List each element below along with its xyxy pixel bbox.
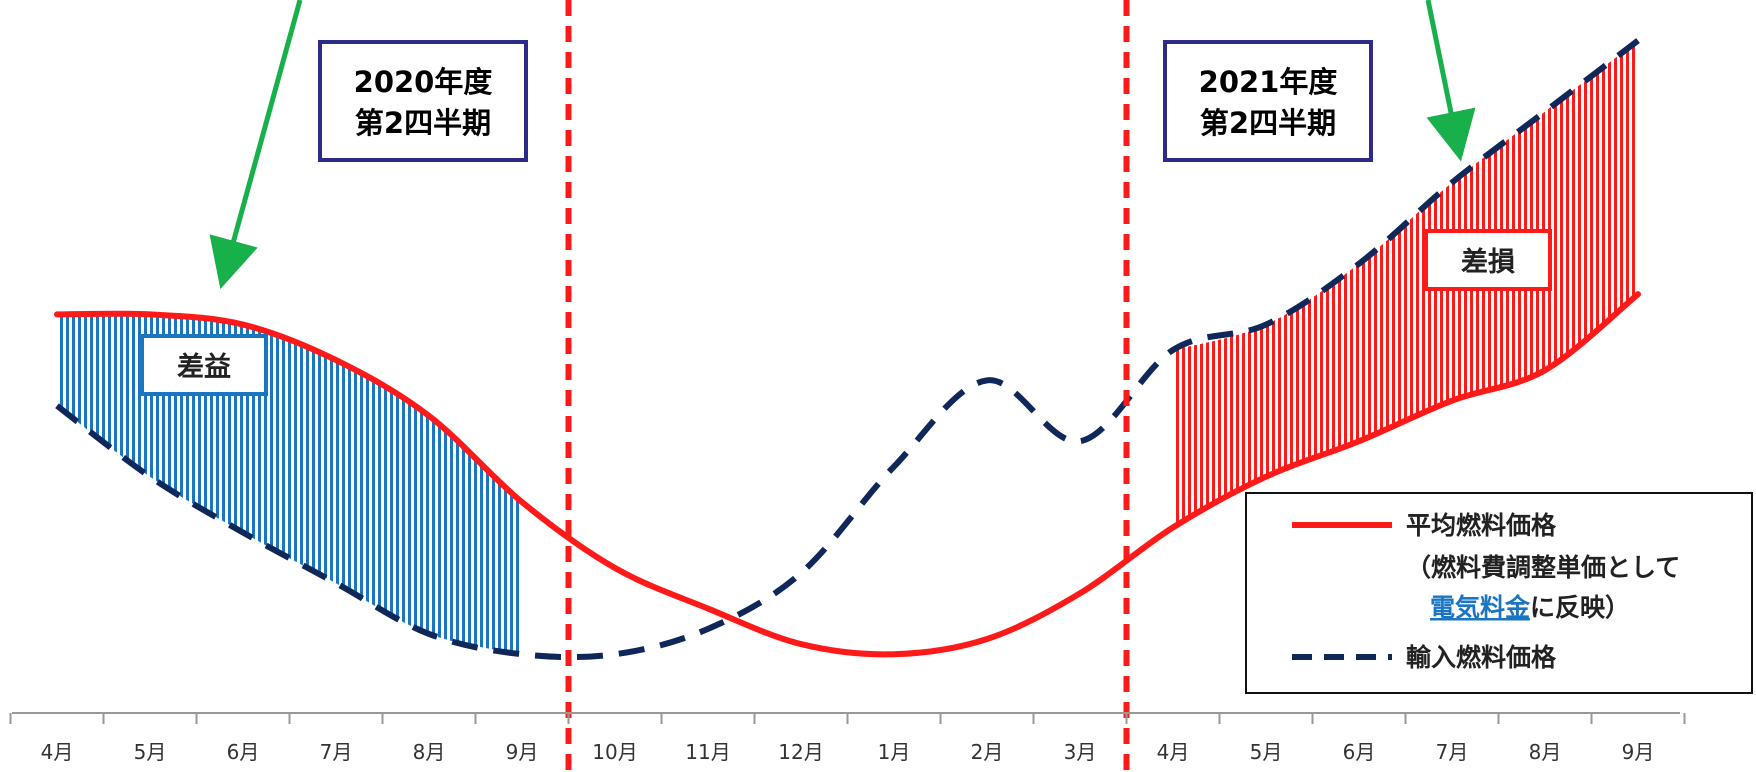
legend-label-average-fuel-price: 平均燃料価格 bbox=[1406, 511, 1557, 540]
x-axis-ticks bbox=[9, 713, 1686, 724]
x-tick-label: 4月 bbox=[41, 740, 74, 764]
legend-label-import-fuel-price: 輸入燃料価格 bbox=[1406, 643, 1557, 672]
period-box-2020-line1: 2020年度 bbox=[354, 65, 493, 99]
period-box-2020-q2: 2020年度 第2四半期 bbox=[318, 40, 528, 162]
legend-note-link: 電気料金 bbox=[1430, 593, 1531, 622]
period-box-2021-q2: 2021年度 第2四半期 bbox=[1163, 40, 1373, 162]
loss-label-box: 差損 bbox=[1424, 229, 1552, 291]
legend-note-1: （燃料費調整単価として bbox=[1406, 553, 1680, 582]
x-tick-label: 1月 bbox=[878, 740, 911, 764]
gain-label-box: 差益 bbox=[140, 334, 268, 396]
x-tick-label: 5月 bbox=[134, 740, 167, 764]
x-tick-label: 5月 bbox=[1250, 740, 1283, 764]
x-tick-label: 12月 bbox=[778, 740, 823, 764]
green-arrow-right bbox=[1425, 0, 1476, 162]
x-tick-label: 8月 bbox=[1529, 740, 1562, 764]
period-box-2021-line1: 2021年度 bbox=[1199, 65, 1338, 99]
x-tick-label: 9月 bbox=[506, 740, 539, 764]
legend-note-2: に反映） bbox=[1530, 593, 1630, 622]
x-tick-label: 3月 bbox=[1064, 740, 1097, 764]
period-box-2020-line2: 第2四半期 bbox=[355, 106, 491, 140]
period-box-2021-line2: 第2四半期 bbox=[1200, 106, 1336, 140]
x-tick-label: 7月 bbox=[320, 740, 353, 764]
svg-text:電気料金に反映）: 電気料金に反映） bbox=[1430, 593, 1630, 622]
legend: 平均燃料価格 （燃料費調整単価として 電気料金に反映） 輸入燃料価格 bbox=[1245, 492, 1753, 694]
loss-hatched-area bbox=[1173, 40, 1638, 528]
green-arrow-left bbox=[209, 0, 303, 290]
x-tick-label: 7月 bbox=[1436, 740, 1469, 764]
x-tick-label: 9月 bbox=[1622, 740, 1655, 764]
x-tick-label: 6月 bbox=[227, 740, 260, 764]
x-tick-label: 8月 bbox=[413, 740, 446, 764]
x-tick-label: 4月 bbox=[1157, 740, 1190, 764]
gain-hatched-area bbox=[57, 313, 522, 655]
x-tick-label: 2月 bbox=[971, 740, 1004, 764]
x-tick-label: 10月 bbox=[592, 740, 637, 764]
loss-label: 差損 bbox=[1461, 246, 1515, 278]
series-line-average-fuel-price bbox=[54, 291, 1641, 658]
x-tick-label: 11月 bbox=[685, 740, 730, 764]
x-axis-tick-labels: 4月 5月 6月 7月 8月 9月 10月 11月 12月 1月 2月 3月 4月 5月 6月 7月 8月 9月 bbox=[41, 740, 1655, 764]
gain-label: 差益 bbox=[177, 351, 231, 383]
series-line-import-fuel-price bbox=[55, 38, 1640, 661]
x-tick-label: 6月 bbox=[1343, 740, 1376, 764]
